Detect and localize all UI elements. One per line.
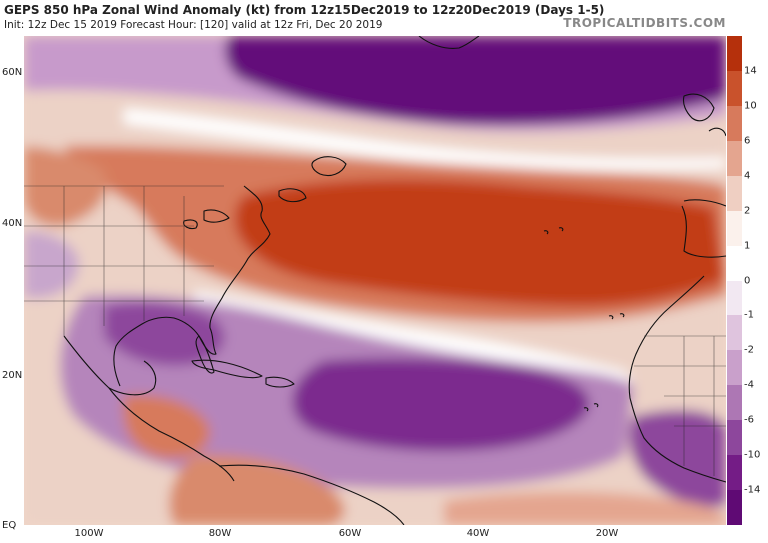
- lon-label-100w: 100W: [74, 528, 104, 539]
- lon-label-40w: 40W: [466, 528, 490, 539]
- colorbar-label: -2: [744, 344, 754, 356]
- subtropical-negative-core: [292, 358, 590, 452]
- colorbar-label: -1: [744, 309, 754, 321]
- anomaly-field: [24, 36, 726, 525]
- africa-west-coast: [628, 275, 726, 483]
- azores: [543, 227, 564, 235]
- british-isles: [682, 93, 726, 137]
- west-negative-patch: [24, 231, 79, 298]
- lat-label-20n: 20N: [2, 370, 23, 381]
- political-borders: [24, 185, 726, 476]
- north-deep-negative: [225, 36, 726, 126]
- south-america-coast: [218, 464, 405, 525]
- lon-label-20w: 20W: [595, 528, 619, 539]
- lat-label-40n: 40N: [2, 218, 23, 229]
- central-america: [108, 387, 235, 482]
- map-subtitle: Init: 12z Dec 15 2019 Forecast Hour: [12…: [4, 19, 383, 31]
- lat-label-eq: EQ: [2, 520, 17, 531]
- na-east-coast: [113, 185, 271, 387]
- canary-islands: [608, 313, 625, 320]
- cape-verde: [583, 403, 599, 412]
- colorbar-segment: [727, 315, 742, 351]
- coastlines: [63, 36, 726, 525]
- equatorial-positive: [444, 491, 726, 525]
- colorbar-segment: [727, 70, 742, 107]
- colorbar-segment: [727, 350, 742, 386]
- great-lakes: [183, 209, 230, 230]
- africa-negative: [628, 410, 726, 507]
- lat-label-60n: 60N: [2, 67, 23, 78]
- colorbar-segment: [727, 455, 742, 491]
- colorbar-label: 6: [744, 135, 751, 147]
- colorbar-label: -4: [744, 379, 754, 391]
- iberia: [681, 199, 726, 258]
- colorbar-label: -14: [744, 484, 761, 496]
- cuba: [191, 359, 263, 379]
- atlantic-positive-core: [234, 179, 724, 307]
- maritimes: [278, 156, 347, 203]
- colorbar-label: -10: [744, 449, 761, 461]
- colorbar-segment: [727, 175, 742, 212]
- colorbar-segment: [727, 385, 742, 421]
- colorbar-segment: [727, 420, 742, 456]
- brand-watermark: TROPICALTIDBITS.COM: [563, 16, 726, 30]
- north-white-band: [124, 108, 726, 171]
- south-america-positive: [169, 455, 345, 525]
- colorbar-segment: [727, 490, 742, 525]
- colorbar-segment: [727, 280, 742, 316]
- lon-label-60w: 60W: [338, 528, 362, 539]
- colorbar-segment: [727, 140, 742, 177]
- mexico-coast: [63, 335, 157, 396]
- greenland: [418, 36, 480, 49]
- hispaniola: [265, 376, 295, 388]
- colorbar-segment: [727, 105, 742, 142]
- gulf-negative-core: [104, 302, 225, 366]
- colorbar-label: 4: [744, 170, 751, 182]
- colorbar-label: 0: [744, 275, 751, 286]
- map-header: GEPS 850 hPa Zonal Wind Anomaly (kt) fro…: [4, 1, 764, 35]
- colorbar-label: -6: [744, 414, 754, 426]
- colorbar-segment: [727, 36, 742, 72]
- colorbar-label: 1: [744, 240, 751, 252]
- central-america-positive: [123, 395, 210, 459]
- florida: [195, 335, 215, 374]
- colorbar-segment: [727, 245, 742, 281]
- colorbar-segment: [727, 210, 742, 247]
- colorbar-label: 10: [744, 100, 757, 112]
- colorbar-label: 14: [744, 65, 757, 77]
- colorbar-label: 2: [744, 205, 751, 217]
- map-title: GEPS 850 hPa Zonal Wind Anomaly (kt) fro…: [4, 3, 605, 17]
- colorbar: [727, 36, 742, 525]
- south-white-band: [194, 291, 634, 384]
- lon-label-80w: 80W: [208, 528, 232, 539]
- anomaly-map: [24, 36, 726, 525]
